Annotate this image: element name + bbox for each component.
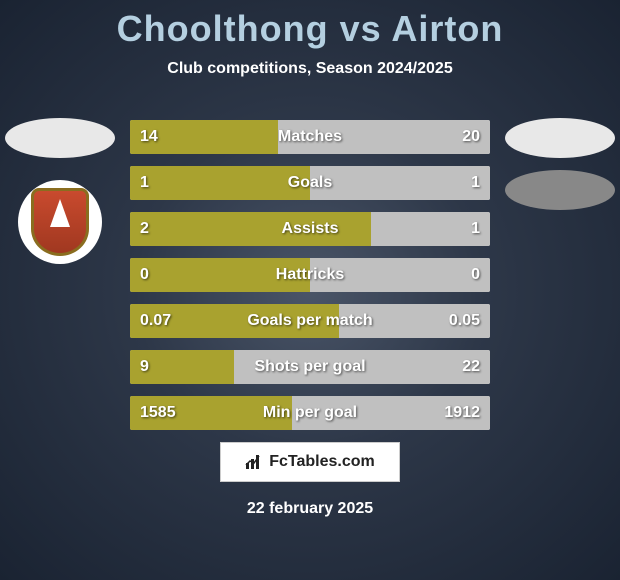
stat-value-right: 0: [471, 266, 480, 284]
stats-bars: 14 20 Matches 1 1 Goals 2 1 Assists 0 0 Hattricks 0.…: [130, 120, 490, 442]
stat-value-left: 2: [140, 220, 149, 238]
stat-value-left: 1585: [140, 404, 176, 422]
stat-value-left: 14: [140, 128, 158, 146]
bar-right-fill: [310, 166, 490, 200]
stat-value-left: 0.07: [140, 312, 171, 330]
stat-value-left: 1: [140, 174, 149, 192]
fctables-brand: FcTables.com: [220, 442, 400, 482]
team-logo-left-placeholder: [5, 118, 115, 158]
club-badge-shield-icon: [31, 188, 89, 256]
stat-label: Min per goal: [263, 404, 357, 422]
stat-value-right: 0.05: [449, 312, 480, 330]
stat-label: Hattricks: [276, 266, 344, 284]
stat-row-shots-per-goal: 9 22 Shots per goal: [130, 350, 490, 384]
stat-row-matches: 14 20 Matches: [130, 120, 490, 154]
stat-value-right: 1912: [444, 404, 480, 422]
stat-label: Goals per match: [247, 312, 372, 330]
club-badge: [18, 180, 102, 264]
vs-text: vs: [340, 8, 382, 49]
player2-name: Airton: [391, 8, 503, 49]
stat-label: Matches: [278, 128, 342, 146]
bar-left-fill: [130, 166, 310, 200]
stat-row-goals-per-match: 0.07 0.05 Goals per match: [130, 304, 490, 338]
stat-label: Shots per goal: [254, 358, 365, 376]
stat-value-right: 22: [462, 358, 480, 376]
team-logo-right2-placeholder: [505, 170, 615, 210]
date-text: 22 february 2025: [0, 500, 620, 518]
chart-icon: [245, 453, 263, 471]
stat-row-goals: 1 1 Goals: [130, 166, 490, 200]
player1-name: Choolthong: [117, 8, 329, 49]
stat-value-right: 1: [471, 174, 480, 192]
stat-label: Assists: [282, 220, 339, 238]
subtitle: Club competitions, Season 2024/2025: [0, 60, 620, 78]
stat-row-min-per-goal: 1585 1912 Min per goal: [130, 396, 490, 430]
team-logo-right-placeholder: [505, 118, 615, 158]
stat-value-right: 1: [471, 220, 480, 238]
stat-value-left: 9: [140, 358, 149, 376]
brand-text: FcTables.com: [269, 453, 375, 471]
stat-value-right: 20: [462, 128, 480, 146]
stat-label: Goals: [288, 174, 332, 192]
stat-value-left: 0: [140, 266, 149, 284]
stat-row-assists: 2 1 Assists: [130, 212, 490, 246]
comparison-title: Choolthong vs Airton: [0, 0, 620, 50]
stat-row-hattricks: 0 0 Hattricks: [130, 258, 490, 292]
